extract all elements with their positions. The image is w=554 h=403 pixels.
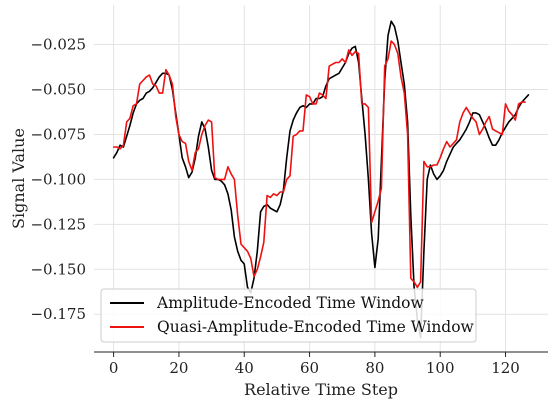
- y-tick-label: −0.025: [30, 36, 86, 54]
- series-lines: [112, 20, 530, 339]
- x-tick-label: 20: [169, 359, 188, 377]
- grid: [94, 5, 548, 352]
- x-tick-label: 120: [491, 359, 520, 377]
- y-tick-label: −0.050: [30, 81, 86, 99]
- x-tick-label: 80: [365, 359, 384, 377]
- y-tick-label: −0.100: [30, 170, 86, 188]
- x-tick-label: 0: [109, 359, 119, 377]
- legend-box: [100, 288, 477, 343]
- x-axis-title: Relative Time Step: [244, 380, 398, 399]
- x-tick-label: 40: [235, 359, 254, 377]
- y-tick-label: −0.150: [30, 260, 86, 278]
- y-tick-label: −0.075: [30, 125, 86, 143]
- legend-label-quasi-amplitude: Quasi-Amplitude-Encoded Time Window: [157, 318, 475, 336]
- y-tick-label: −0.175: [30, 305, 86, 323]
- series-line-quasi-amplitude: [112, 40, 526, 289]
- x-tick-label: 100: [426, 359, 455, 377]
- y-axis-title: Signal Value: [9, 128, 28, 229]
- x-tick-label: 60: [300, 359, 319, 377]
- tick-labels: 0 20 40 60 80 100 120 −0.175 −0.150 −0.125 −0.100 −…: [30, 36, 519, 377]
- legend: Amplitude-Encoded Time Window Quasi-Ampl…: [100, 288, 477, 343]
- legend-label-amplitude: Amplitude-Encoded Time Window: [156, 294, 424, 312]
- series-line-amplitude: [112, 20, 530, 339]
- y-tick-label: −0.125: [30, 215, 86, 233]
